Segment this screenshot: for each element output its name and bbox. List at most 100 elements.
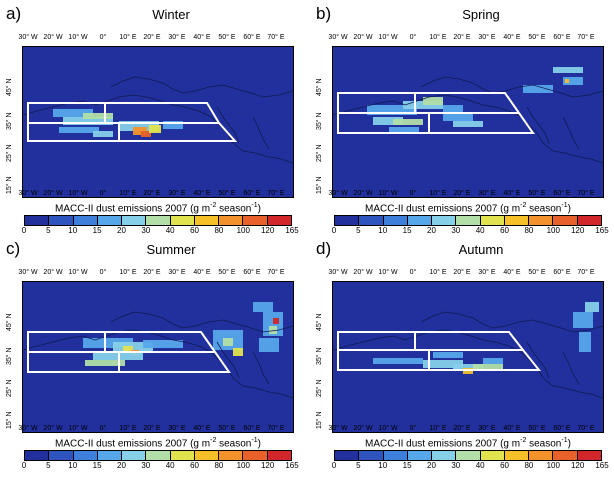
lat-ticks: 15° N 25° N 35° N 45° N	[6, 30, 18, 182]
colorbar-tick-label: 120	[571, 461, 584, 470]
colorbar-tick-label: 80	[524, 226, 533, 235]
lon-ticks-top: 30° W 20° W 10° W 0° 10° E 20° E 30° E 40° E 50°…	[6, 269, 296, 281]
dust-emission-map	[332, 281, 604, 433]
lat-tick-label: 25° N	[6, 144, 13, 162]
lon-tick-label: 70° E	[267, 34, 284, 41]
colorbar-swatch	[49, 451, 73, 460]
lat-tick-label: 45° N	[6, 313, 13, 331]
lon-tick-label: 40° E	[193, 190, 210, 197]
colorbar-swatch	[98, 216, 122, 225]
emission-patch	[573, 312, 593, 328]
colorbar-swatch	[529, 451, 553, 460]
lon-tick-label: 70° E	[577, 269, 594, 276]
lat-tick-label: 35° N	[6, 347, 13, 365]
colorbar-tick-label: 15	[93, 226, 102, 235]
colorbar-tick-label: 100	[237, 461, 250, 470]
panel-winter: a) Winter 30° W 20° W 10° W 0° 10° E 20° E 30°…	[6, 6, 296, 236]
lon-tick-label: 30° E	[168, 269, 185, 276]
colorbar-swatch	[122, 451, 146, 460]
colorbar-tick-label: 0	[332, 461, 336, 470]
colorbar-swatch	[456, 451, 480, 460]
colorbar-label: MACC-II dust emissions 2007 (g m-2 seaso…	[22, 202, 294, 214]
lon-tick-label: 20° W	[43, 34, 62, 41]
lon-tick-label: 40° E	[503, 269, 520, 276]
colorbar-swatch	[195, 216, 219, 225]
panel-spring: b) Spring 30° W 20° W 10° W 0° 10° E 20° E 30°…	[316, 6, 606, 236]
colorbar-swatch	[171, 451, 195, 460]
lon-tick-label: 20° E	[143, 425, 160, 432]
colorbar: MACC-II dust emissions 2007 (g m-2 seaso…	[332, 437, 604, 475]
colorbar-tick-label: 20	[117, 226, 126, 235]
lon-tick-label: 20° W	[353, 269, 372, 276]
lon-tick-label: 50° E	[528, 190, 545, 197]
lat-ticks: 15° N 25° N 35° N 45° N	[6, 265, 18, 417]
colorbar-swatch	[98, 451, 122, 460]
panel-title: Autumn	[356, 242, 606, 257]
panel-title: Summer	[46, 242, 296, 257]
lon-tick-label: 10° W	[68, 190, 87, 197]
colorbar-tick-label: 10	[378, 461, 387, 470]
colorbar-tick-label: 5	[46, 461, 50, 470]
colorbar-swatch	[335, 451, 359, 460]
colorbar-swatch	[74, 216, 98, 225]
colorbar-swatches	[24, 215, 292, 226]
emission-patch	[483, 358, 503, 364]
colorbar-tick-label: 30	[451, 461, 460, 470]
colorbar-tick-label: 40	[166, 461, 175, 470]
lon-tick-label: 10° E	[429, 190, 446, 197]
colorbar-swatch	[243, 451, 267, 460]
map-plot	[333, 47, 603, 197]
colorbar-swatch	[505, 216, 529, 225]
colorbar-tick-label: 10	[68, 226, 77, 235]
colorbar-swatch	[578, 451, 601, 460]
lon-tick-label: 60° E	[553, 190, 570, 197]
colorbar-tick-label: 100	[237, 226, 250, 235]
colorbar-swatch	[25, 451, 49, 460]
lon-tick-label: 30° W	[18, 425, 37, 432]
lon-tick-label: 10° W	[378, 34, 397, 41]
lon-tick-label: 40° E	[193, 269, 210, 276]
lon-tick-label: 20° W	[353, 34, 372, 41]
lon-tick-label: 20° E	[453, 190, 470, 197]
lon-tick-label: 30° E	[168, 34, 185, 41]
emission-patch	[259, 338, 279, 352]
lon-tick-label: 10° E	[119, 425, 136, 432]
lon-tick-label: 30° W	[328, 269, 347, 276]
lon-tick-label: 30° E	[478, 34, 495, 41]
lon-tick-label: 20° W	[43, 190, 62, 197]
colorbar-tick-label: 20	[117, 461, 126, 470]
colorbar-swatch	[219, 451, 243, 460]
emission-patch	[443, 113, 473, 121]
colorbar-ticks: 0 5 10 15 20 30 40 60 80 100 120 165	[24, 226, 292, 236]
colorbar-swatch	[49, 216, 73, 225]
emission-patch	[443, 105, 463, 113]
lon-tick-label: 50° E	[528, 34, 545, 41]
emission-patch	[373, 358, 423, 364]
emission-patch	[149, 125, 161, 133]
colorbar-tick-label: 5	[356, 226, 360, 235]
lon-ticks-top: 30° W 20° W 10° W 0° 10° E 20° E 30° E 40° E 50°…	[6, 34, 296, 46]
colorbar-tick-label: 40	[476, 226, 485, 235]
colorbar-swatch	[456, 216, 480, 225]
lon-tick-label: 50° E	[218, 34, 235, 41]
emission-patch	[233, 348, 243, 356]
lon-ticks-bottom: 30° W 20° W 10° W 0° 10° E 20° E 30° E 40° E 50°…	[6, 190, 296, 202]
lon-tick-label: 30° E	[478, 425, 495, 432]
colorbar-tick-label: 100	[547, 226, 560, 235]
colorbar-tick-label: 15	[403, 461, 412, 470]
lat-tick-label: 35° N	[316, 112, 323, 130]
panel-title: Winter	[46, 7, 296, 22]
lon-tick-label: 10° E	[429, 34, 446, 41]
lon-tick-label: 40° E	[503, 190, 520, 197]
colorbar-swatch	[578, 216, 601, 225]
lon-tick-label: 20° E	[143, 190, 160, 197]
lon-tick-label: 60° E	[243, 190, 260, 197]
lon-tick-label: 10° W	[68, 425, 87, 432]
lon-tick-label: 40° E	[503, 34, 520, 41]
colorbar-swatch	[384, 216, 408, 225]
colorbar-tick-label: 30	[451, 226, 460, 235]
lon-tick-label: 20° W	[43, 425, 62, 432]
colorbar: MACC-II dust emissions 2007 (g m-2 seaso…	[332, 202, 604, 240]
colorbar-tick-label: 5	[356, 461, 360, 470]
colorbar-swatch	[146, 216, 170, 225]
